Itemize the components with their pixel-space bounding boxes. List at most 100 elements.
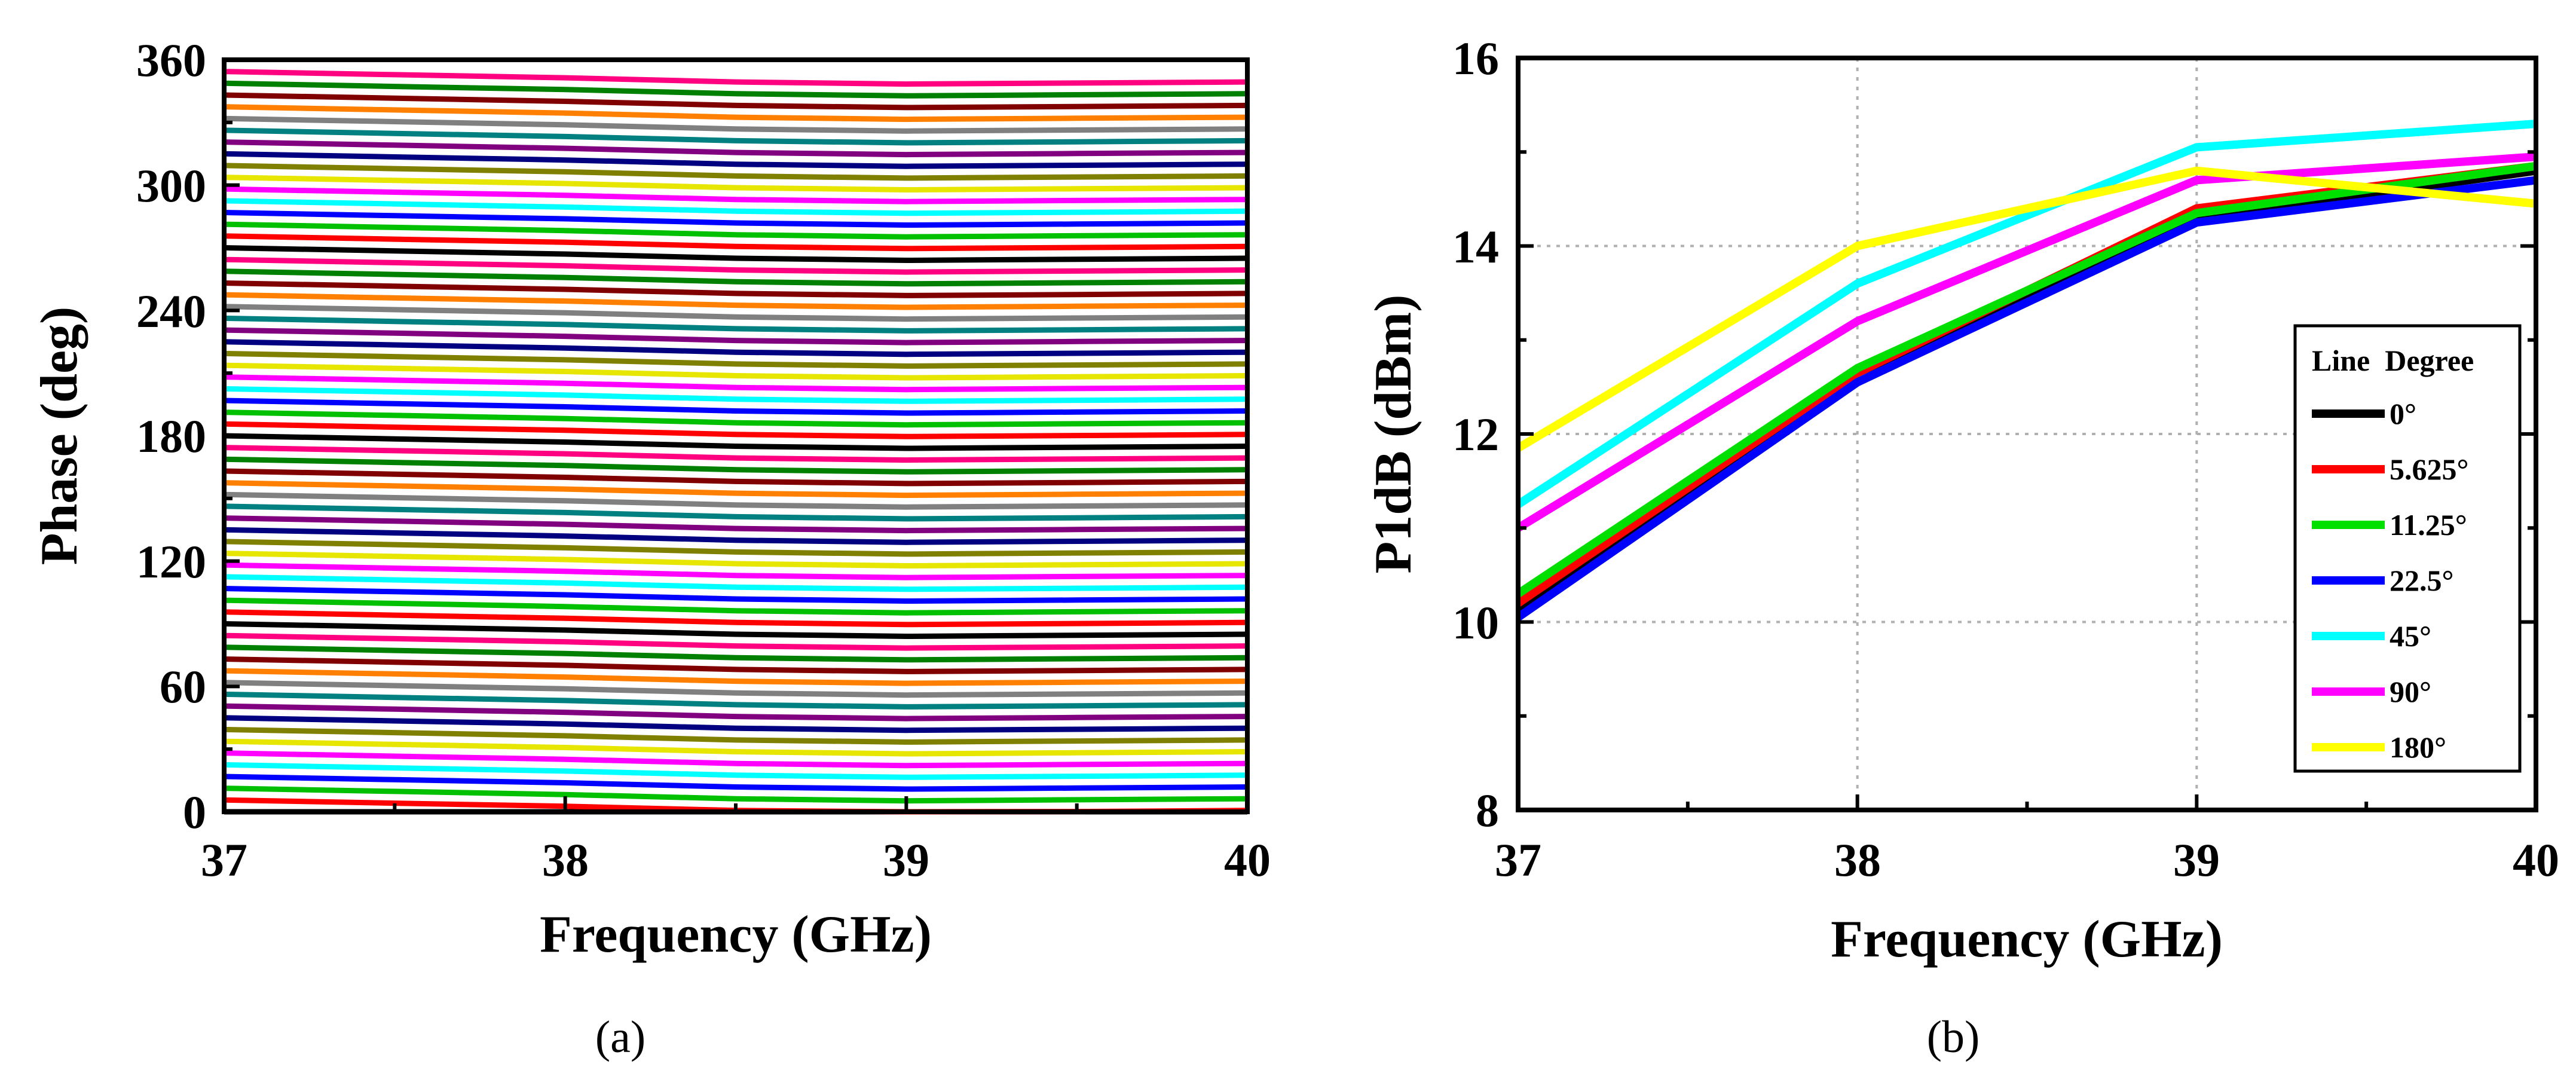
panel-a-series-line bbox=[224, 256, 1248, 275]
panel-a-series-line bbox=[224, 233, 1248, 252]
legend-label: 45° bbox=[2390, 619, 2431, 653]
panel-b-y-tick-label: 8 bbox=[1476, 784, 1499, 836]
panel-a-series-line bbox=[224, 104, 1248, 123]
panel-a-series-line bbox=[224, 515, 1248, 534]
panel-a-series-line bbox=[224, 315, 1248, 334]
panel-a-y-tick-label: 240 bbox=[136, 285, 206, 337]
panel-a-series-line bbox=[224, 656, 1248, 674]
panel-a-series-line bbox=[224, 151, 1248, 169]
panel-a-series-line bbox=[224, 139, 1248, 158]
panel-b-ticks bbox=[1516, 56, 2538, 812]
panel-a-series-line bbox=[224, 210, 1248, 228]
panel-a-series-line bbox=[224, 198, 1248, 216]
panel-a-series-line bbox=[224, 468, 1248, 487]
panel-a-x-axis-title: Frequency (GHz) bbox=[540, 906, 932, 964]
panel-a-series-line bbox=[224, 586, 1248, 604]
panel-a-series-line bbox=[224, 574, 1248, 592]
panel-b-y-tick-label: 14 bbox=[1452, 221, 1499, 273]
panel-a-caption: (a) bbox=[595, 1012, 645, 1062]
panel-a-x-tick-label: 38 bbox=[542, 834, 589, 886]
panel-a-series-line bbox=[224, 551, 1248, 569]
panel-a-series-line bbox=[224, 456, 1248, 475]
panel-a-y-tick-label: 0 bbox=[183, 786, 206, 838]
panel-a-series-line bbox=[224, 738, 1248, 757]
legend-items: 0° 5.625° 11.25° 22.5° 45° 90° 180° bbox=[2312, 397, 2469, 764]
panel-a-y-axis-title: Phase (deg) bbox=[30, 307, 88, 565]
panel-b-x-tick-label: 40 bbox=[2513, 834, 2559, 886]
panel-b-x-axis-title: Frequency (GHz) bbox=[1831, 910, 2223, 968]
panel-a-series-line bbox=[224, 350, 1248, 369]
panel-a-x-tick-label: 40 bbox=[1224, 834, 1271, 886]
panel-a-series-line bbox=[224, 92, 1248, 111]
panel-a-series-line bbox=[224, 445, 1248, 463]
legend-label: 5.625° bbox=[2390, 453, 2469, 486]
panel-a-series-group bbox=[224, 69, 1248, 815]
panel-b-series-line bbox=[1516, 166, 2537, 452]
panel-a-series-line bbox=[224, 785, 1248, 804]
panel-a-series-line bbox=[224, 668, 1248, 686]
panel-a-y-tick-label: 300 bbox=[136, 160, 206, 212]
panel-b-series-line bbox=[1516, 120, 2537, 508]
panel-b-x-tick-label: 37 bbox=[1495, 834, 1541, 886]
panel-a-series-line bbox=[224, 409, 1248, 428]
panel-a-y-tick-label: 120 bbox=[136, 536, 206, 588]
panel-a-series-line bbox=[224, 632, 1248, 651]
panel-a-series-line bbox=[224, 597, 1248, 616]
panel-a-y-tick-label: 360 bbox=[136, 34, 206, 86]
panel-b-series-group bbox=[1516, 120, 2537, 621]
legend-label: 11.25° bbox=[2390, 508, 2467, 542]
panel-b-y-axis-title: P1dB (dBm) bbox=[1365, 295, 1422, 574]
panel-b-y-tick-label: 16 bbox=[1452, 32, 1499, 84]
panel-a-series-line bbox=[224, 621, 1248, 640]
panel-b-caption: (b) bbox=[1927, 1012, 1980, 1062]
panel-a-series-line bbox=[224, 245, 1248, 264]
panel-a-series-line bbox=[224, 703, 1248, 722]
panel-b-series-line bbox=[1516, 152, 2537, 532]
panel-a-series-line bbox=[224, 280, 1248, 298]
panel-a-series-line bbox=[224, 115, 1248, 134]
panel-a-series-line bbox=[224, 127, 1248, 146]
panel-a-series-line bbox=[224, 339, 1248, 357]
panel-a-ticks bbox=[222, 58, 1249, 814]
panel-a-series-line bbox=[224, 327, 1248, 346]
panel-a-series-line bbox=[224, 374, 1248, 393]
panel-a-series-line bbox=[224, 398, 1248, 416]
panel-a-x-tick-label: 37 bbox=[201, 834, 247, 886]
panel-b-x-tick-label: 39 bbox=[2173, 834, 2220, 886]
panel-a-series-line bbox=[224, 69, 1248, 87]
panel-a-series-line bbox=[224, 491, 1248, 510]
panel-a-y-tick-label: 60 bbox=[160, 661, 206, 713]
panel-a-series-line bbox=[224, 750, 1248, 769]
legend-label: 22.5° bbox=[2390, 564, 2454, 597]
legend-box bbox=[2293, 324, 2522, 773]
panel-a-series-line bbox=[224, 539, 1248, 557]
panel-b-y-tick-label: 12 bbox=[1452, 408, 1499, 460]
legend-label: 90° bbox=[2390, 675, 2431, 708]
panel-a-series-line bbox=[224, 80, 1248, 99]
panel-a-series-line bbox=[224, 433, 1248, 451]
legend-title: Line Degree bbox=[2312, 344, 2474, 377]
panel-b-x-tick-label: 38 bbox=[1834, 834, 1881, 886]
panel-a-series-line bbox=[224, 774, 1248, 792]
panel-a-series-line bbox=[224, 362, 1248, 381]
panel-b-legend: Line Degree 0° 5.625° 11.25° 22.5° 45° 90° 180… bbox=[2293, 324, 2522, 773]
panel-a-series-line bbox=[224, 480, 1248, 499]
panel-a-x-tick-label: 39 bbox=[883, 834, 929, 886]
panel-a-series-line bbox=[224, 186, 1248, 204]
legend-label: 0° bbox=[2390, 397, 2416, 430]
panel-a-phase-chart: 37 38 39 40 0 60 120 180 240 300 360 Fre… bbox=[30, 34, 1271, 1062]
panel-a-series-line bbox=[224, 175, 1248, 193]
panel-a-series-line bbox=[224, 715, 1248, 733]
panel-a-series-line bbox=[224, 762, 1248, 780]
panel-a-series-line bbox=[224, 304, 1248, 322]
panel-b-y-tick-label: 10 bbox=[1452, 597, 1499, 649]
panel-b-series-line bbox=[1516, 176, 2537, 621]
legend-label: 180° bbox=[2390, 730, 2446, 764]
panel-a-series-line bbox=[224, 691, 1248, 710]
panel-a-series-line bbox=[224, 609, 1248, 628]
panel-a-series-line bbox=[224, 386, 1248, 404]
panel-a-series-line bbox=[224, 421, 1248, 439]
panel-b-p1db-chart: 37 38 39 40 8 10 12 14 16 Frequency (GHz… bbox=[1365, 32, 2559, 1062]
panel-a-series-line bbox=[224, 680, 1248, 698]
